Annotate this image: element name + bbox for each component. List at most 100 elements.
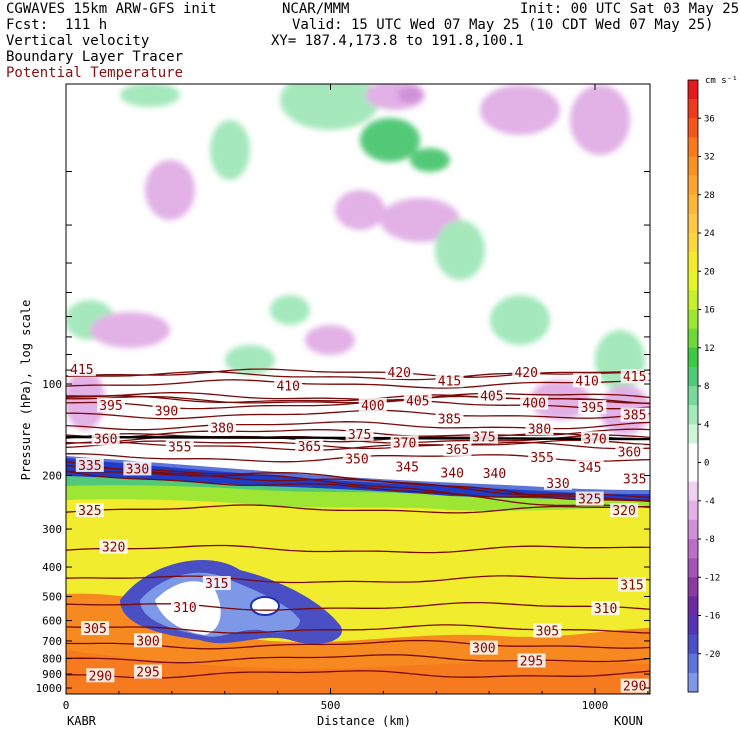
- contour-label: 320: [612, 504, 635, 519]
- wave-blob: [410, 148, 450, 172]
- y-tick-label: 500: [42, 590, 62, 603]
- colorbar-swatch: [688, 175, 698, 196]
- contour-label-bg: [591, 601, 620, 616]
- colorbar-label: -4: [704, 497, 715, 507]
- theta-line-405: [66, 391, 650, 401]
- contour-label-bg: [75, 503, 104, 518]
- valid-time: Valid: 15 UTC Wed 07 May 25 (10 CDT Wed …: [292, 17, 714, 33]
- wave-blob: [490, 295, 550, 345]
- init-time: Init: 00 UTC Sat 03 May 25: [520, 1, 740, 17]
- contour-label-bg: [520, 395, 549, 410]
- contour-label: 315: [620, 578, 643, 593]
- colorbar-swatch: [688, 539, 698, 559]
- contour-label: 385: [438, 413, 461, 428]
- contour-label: 370: [583, 432, 606, 447]
- contour-label: 375: [348, 428, 371, 443]
- contour-label: 295: [136, 666, 159, 681]
- contour-label: 390: [155, 404, 178, 419]
- wave-blobs: [66, 84, 650, 435]
- contour-label-bg: [469, 640, 498, 655]
- colorbar-label: 24: [704, 229, 715, 239]
- field-vertical-velocity: Vertical velocity: [6, 33, 150, 49]
- contour-label: 415: [623, 370, 646, 385]
- colorbar-unit: cm s⁻¹: [705, 76, 738, 86]
- contour-label: 310: [173, 601, 196, 616]
- contour-label: 310: [594, 602, 617, 617]
- wave-blob: [360, 118, 420, 162]
- contour-label: 345: [578, 461, 601, 476]
- forecast-hour: Fcst: 111 h: [6, 17, 108, 33]
- contour-label-bg: [96, 397, 125, 412]
- contour-label-bg: [435, 373, 464, 388]
- contour-label-bg: [152, 403, 181, 418]
- contour-label: 290: [89, 669, 112, 684]
- colorbar-label: 0: [704, 459, 709, 469]
- colorbar-swatch: [688, 347, 698, 368]
- colorbar-label: 36: [704, 114, 715, 124]
- contour-label: 315: [205, 577, 228, 592]
- wave-blob: [570, 85, 630, 155]
- theta-line-415: [66, 368, 650, 378]
- contour-label: 320: [102, 540, 125, 555]
- contour-label-bg: [393, 459, 422, 474]
- contour-label: 420: [388, 366, 411, 381]
- contour-label: 325: [578, 493, 601, 508]
- contour-label: 410: [276, 380, 299, 395]
- wave-blob: [480, 85, 560, 135]
- contour-label-bg: [133, 664, 162, 679]
- contour-label: 380: [210, 421, 233, 436]
- contour-label: 385: [623, 409, 646, 424]
- tropopause-line: [66, 435, 650, 441]
- theta-line-300: [66, 639, 650, 650]
- x-tick-label: 0: [63, 699, 70, 712]
- colorbar-label: 8: [704, 382, 709, 392]
- theta-line-410: [66, 379, 650, 389]
- contour-label-bg: [274, 378, 303, 393]
- contour-label-bg: [610, 503, 639, 518]
- contour-labels: 415 410 420 415 420 410 415 395 390 400 405 405 400 3…: [67, 362, 649, 694]
- contour-label-bg: [91, 431, 120, 446]
- y-tick-label: 100: [42, 378, 62, 391]
- colorbar-swatch: [688, 443, 698, 463]
- colorbar-swatch: [688, 653, 698, 674]
- colorbar-swatch: [688, 213, 698, 234]
- contour-label: 335: [623, 472, 646, 487]
- wave-blob: [530, 380, 590, 420]
- contour-label: 370: [393, 437, 416, 452]
- orange-surface-layer: [66, 650, 650, 694]
- contour-label: 375: [472, 431, 495, 446]
- contour-label: 395: [581, 401, 604, 416]
- contour-label-bg: [543, 475, 572, 490]
- model-title: CGWAVES 15km ARW-GFS init: [6, 1, 217, 17]
- contour-label: 295: [520, 654, 543, 669]
- theta-line-320: [66, 544, 650, 554]
- contour-label: 420: [514, 366, 537, 381]
- wave-blob: [435, 220, 485, 280]
- left-endpoint-label: KABR: [67, 714, 97, 728]
- theta-line-330: [66, 470, 650, 501]
- contour-label-bg: [202, 576, 231, 591]
- contour-label-bg: [620, 678, 649, 693]
- y-tick-label: 700: [42, 635, 62, 648]
- contour-label-bg: [208, 420, 237, 435]
- contour-label: 415: [70, 363, 93, 378]
- wave-blob: [280, 84, 380, 130]
- contour-label-bg: [618, 577, 647, 592]
- y-tick-label: 900: [42, 668, 62, 681]
- contour-label: 335: [78, 459, 101, 474]
- colorbar-label: -8: [704, 535, 715, 545]
- contour-label-bg: [75, 457, 104, 472]
- contour-label-bg: [99, 539, 128, 554]
- theta-line-340: [66, 470, 650, 509]
- contour-label-bg: [528, 449, 557, 464]
- contour-label-bg: [533, 623, 562, 638]
- colorbar-swatch: [688, 137, 698, 157]
- colorbar-swatch: [688, 424, 698, 444]
- theta-line-325: [66, 504, 650, 514]
- contour-label-bg: [67, 362, 96, 377]
- contour-label-bg: [575, 460, 604, 475]
- contour-label: 410: [575, 374, 598, 389]
- wave-blob: [380, 198, 460, 242]
- wave-blob: [90, 312, 170, 348]
- colorbar-swatch: [688, 500, 698, 521]
